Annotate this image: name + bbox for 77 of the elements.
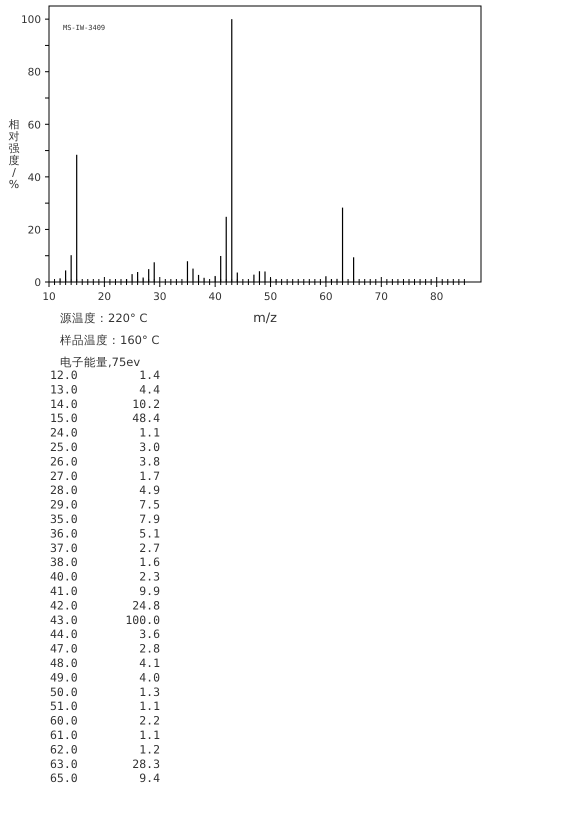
text: 37.0: [50, 540, 78, 555]
text: 47.0: [50, 642, 78, 656]
text: 38.0: [50, 555, 78, 570]
text: 2.3: [139, 570, 160, 584]
text: 样品温度：160° C: [60, 333, 160, 347]
text: 29.0: [50, 498, 78, 512]
text: 24.8: [132, 598, 160, 612]
text: 27.0: [50, 468, 78, 483]
text: 10.2: [132, 396, 160, 411]
x-tick-label: 10: [42, 291, 56, 303]
text: 36.0: [50, 526, 78, 540]
y-tick-label: 40: [28, 172, 41, 184]
text: 5.1: [139, 526, 160, 540]
text: 源温度：220° C: [60, 311, 148, 325]
text: 61.0: [50, 728, 78, 742]
text: 62.0: [50, 742, 78, 756]
text: 4.0: [139, 670, 160, 684]
text: 1.1: [139, 699, 160, 714]
text: 48.4: [132, 411, 160, 426]
text: 9.4: [139, 771, 160, 786]
text: 9.9: [139, 584, 160, 598]
text: 50.0: [50, 684, 78, 699]
text: 3.6: [139, 627, 160, 642]
text: 48.0: [50, 656, 78, 670]
text: 26.0: [50, 454, 78, 468]
y-tick-label: 20: [28, 224, 41, 236]
text: 1.6: [139, 555, 160, 570]
text: 7.5: [139, 498, 160, 512]
text: 2.8: [139, 642, 160, 656]
x-axis-title: m/z: [253, 311, 278, 326]
text: 3.0: [139, 440, 160, 454]
text: 4.1: [139, 656, 160, 670]
text: 65.0: [50, 771, 78, 786]
text: 1.2: [139, 742, 160, 756]
text: 电子能量,75ev: [60, 355, 140, 369]
x-tick-label: 80: [430, 291, 444, 303]
text: 28.0: [50, 483, 78, 498]
text: 2.7: [139, 540, 160, 555]
y-tick-label: 60: [28, 119, 41, 132]
text: 1.1: [139, 426, 160, 440]
text: 44.0: [50, 627, 78, 642]
y-axis-title: 相对强度/%: [8, 118, 20, 191]
text: 25.0: [50, 440, 78, 454]
text: 13.0: [50, 382, 78, 396]
text: 63.0: [50, 756, 78, 771]
x-tick-label: 70: [374, 291, 388, 303]
text: 49.0: [50, 670, 78, 684]
x-tick-label: 50: [264, 291, 278, 303]
text: 15.0: [50, 411, 78, 426]
x-tick-label: 40: [208, 291, 222, 303]
text: 35.0: [50, 512, 78, 526]
text: 28.3: [132, 756, 160, 771]
text: 42.0: [50, 598, 78, 612]
text: 1.3: [139, 684, 160, 699]
x-tick-label: 20: [98, 291, 112, 303]
y-tick-label: 100: [20, 14, 41, 26]
x-tick-label: 30: [153, 291, 166, 303]
text: 1.7: [139, 468, 160, 483]
text: 7.9: [139, 512, 160, 526]
text: 14.0: [50, 396, 78, 411]
text: 12.0: [50, 368, 78, 382]
text: 43.0: [50, 612, 78, 627]
text: 3.8: [139, 454, 160, 468]
text: 1.4: [139, 368, 160, 382]
text: 60.0: [50, 714, 78, 728]
text: 100.0: [125, 612, 160, 627]
text: 1.1: [139, 728, 160, 742]
text: 40.0: [50, 570, 78, 584]
text: 2.2: [139, 714, 160, 728]
text: 4.4: [139, 382, 160, 396]
text: 24.0: [50, 426, 78, 440]
text: 51.0: [50, 699, 78, 714]
x-tick-label: 60: [319, 291, 333, 303]
y-tick-label: 0: [34, 277, 41, 289]
y-tick-label: 80: [28, 66, 41, 79]
text: 4.9: [139, 483, 160, 498]
text: 41.0: [50, 584, 78, 598]
